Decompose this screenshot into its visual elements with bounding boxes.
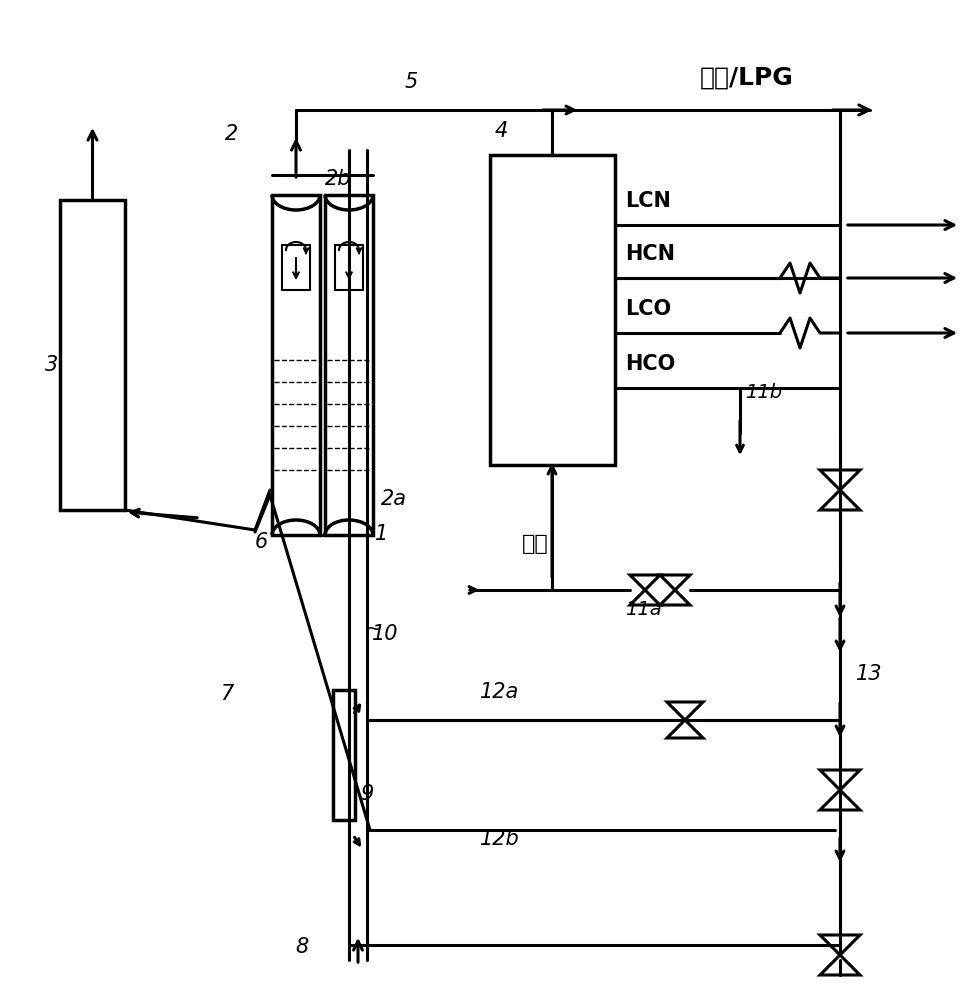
Text: 10: 10	[372, 624, 398, 644]
Bar	[272, 195, 320, 535]
Text: 9: 9	[360, 784, 373, 804]
Bar	[490, 155, 615, 465]
Text: 7: 7	[220, 684, 234, 704]
Text: 11a: 11a	[625, 600, 662, 619]
Text: 6: 6	[255, 532, 268, 552]
Bar	[333, 690, 355, 820]
Text: 2b: 2b	[325, 169, 352, 189]
Bar	[60, 200, 125, 510]
Text: LCN: LCN	[625, 191, 671, 211]
Text: 11b: 11b	[745, 383, 782, 402]
Text: 12b: 12b	[480, 829, 519, 849]
Text: HCN: HCN	[625, 244, 675, 264]
Bar	[335, 245, 363, 290]
Text: 2a: 2a	[381, 489, 407, 509]
Text: 12a: 12a	[480, 682, 519, 702]
Text: HCO: HCO	[625, 354, 675, 374]
Text: 1: 1	[375, 524, 389, 544]
Text: 3: 3	[45, 355, 58, 375]
Text: 5: 5	[405, 72, 419, 92]
Text: 2: 2	[225, 124, 238, 144]
Text: 8: 8	[295, 937, 308, 957]
Text: LCO: LCO	[625, 299, 672, 319]
Text: 干气/LPG: 干气/LPG	[700, 66, 794, 90]
Text: ~: ~	[365, 619, 383, 639]
Bar	[282, 245, 310, 290]
Text: 13: 13	[856, 664, 883, 684]
Text: 4: 4	[495, 121, 509, 141]
Bar	[325, 195, 373, 535]
Text: 浆料: 浆料	[522, 534, 548, 554]
